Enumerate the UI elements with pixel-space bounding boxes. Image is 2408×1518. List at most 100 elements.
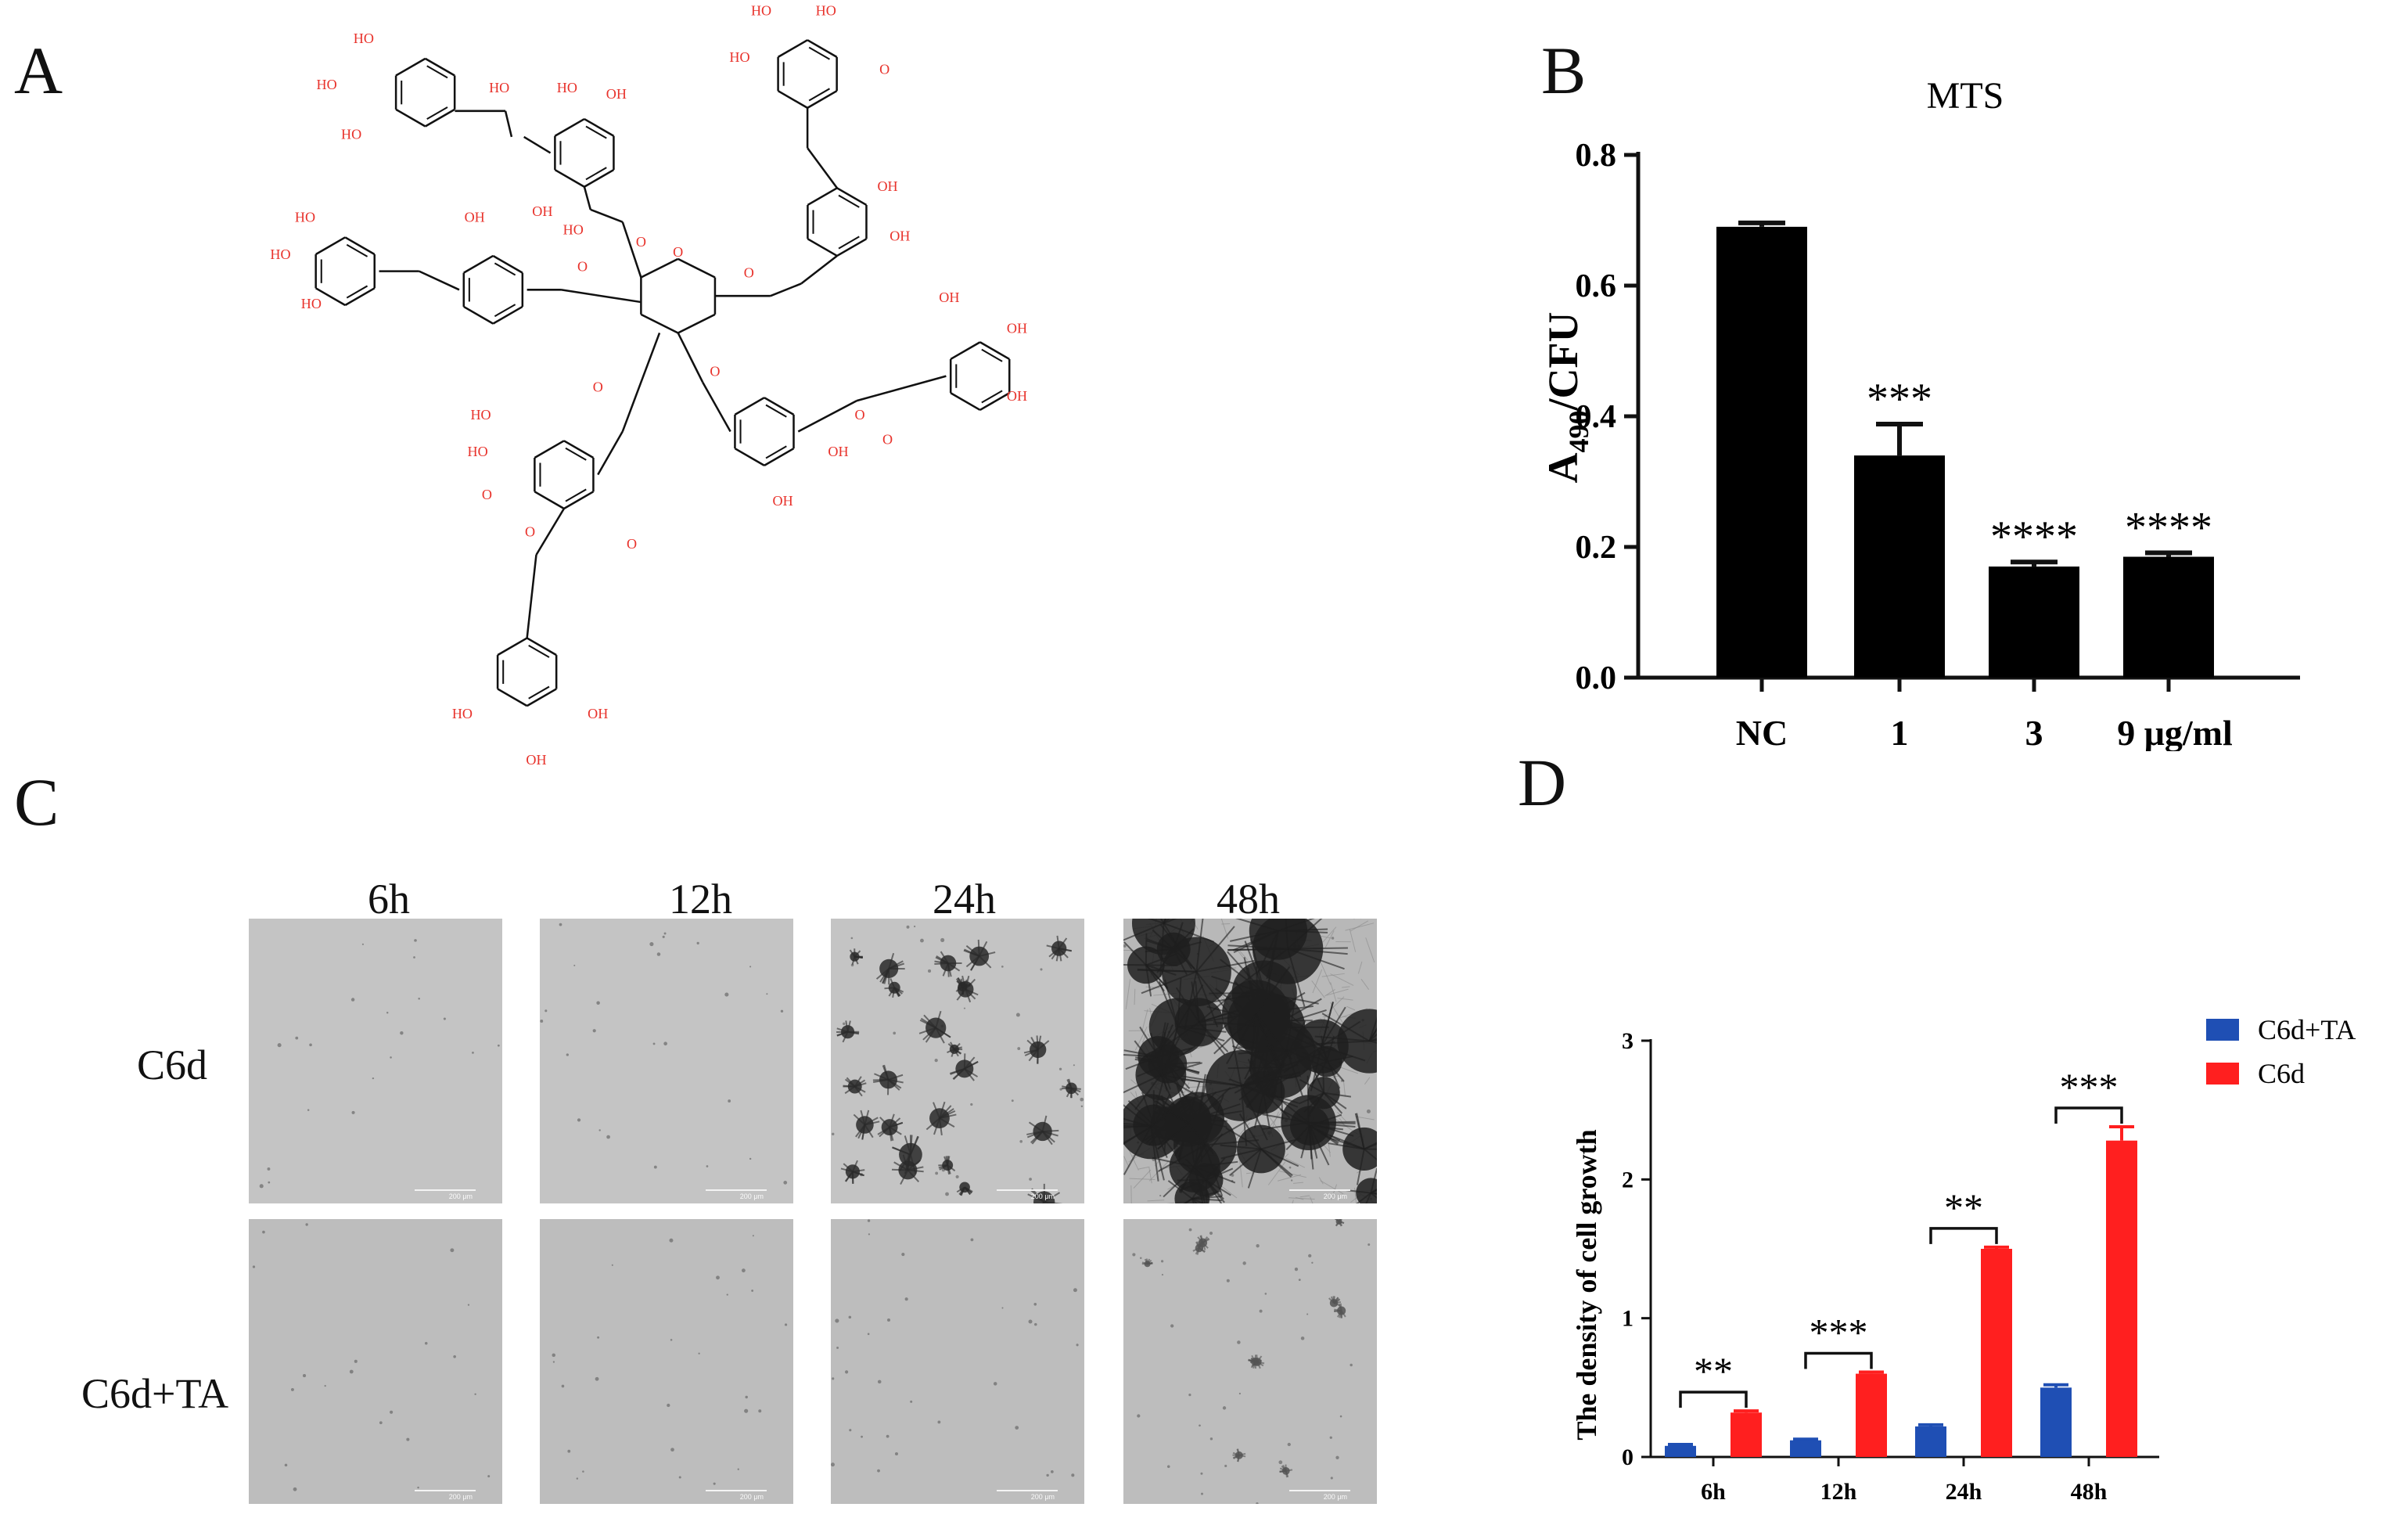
- bond: [678, 259, 715, 278]
- cell-speck: [1288, 1443, 1291, 1446]
- scale-bar: [1289, 1490, 1350, 1491]
- col-label-48h: 48h: [1217, 875, 1280, 923]
- chart-b-title: MTS: [1927, 75, 2004, 117]
- cell-speck: [598, 1129, 600, 1131]
- cell-speck: [1132, 1253, 1135, 1256]
- cell-speck: [303, 1374, 306, 1377]
- cell-speck: [935, 1059, 938, 1062]
- cell-speck: [1019, 1140, 1023, 1143]
- hyphae-line: [1293, 1182, 1303, 1183]
- scale-bar-label: 200 μm: [740, 1192, 764, 1200]
- hyphae-line: [1326, 989, 1348, 995]
- bond: [529, 687, 549, 699]
- hyphae-line: [1345, 923, 1374, 930]
- cell-speck: [945, 1192, 949, 1196]
- bond: [494, 304, 515, 316]
- bond: [505, 111, 512, 137]
- hyphae-line: [1138, 1167, 1149, 1169]
- cell-speck: [914, 926, 915, 927]
- cell-speck: [785, 1323, 787, 1326]
- colony-spike: [934, 963, 948, 964]
- bond: [494, 263, 515, 275]
- scale-bar: [997, 1189, 1058, 1191]
- cell-speck: [1331, 1477, 1333, 1479]
- chart-b-bar: [1716, 227, 1807, 678]
- atom-label: O: [744, 265, 754, 281]
- bond: [536, 509, 563, 555]
- chart-d-ytick-label: 0: [1622, 1444, 1633, 1470]
- cell-speck: [1040, 968, 1042, 970]
- colony-spike: [1255, 1354, 1256, 1362]
- cell-speck: [1368, 1243, 1370, 1246]
- chart-d-bar-c6d: [2106, 1141, 2137, 1457]
- bond: [524, 137, 551, 153]
- bond: [566, 489, 586, 501]
- cell-speck: [1170, 1324, 1173, 1327]
- cell-speck: [670, 1339, 673, 1341]
- hyphae-line: [1358, 962, 1362, 974]
- cell-speck: [1291, 1179, 1292, 1181]
- chart-d-significance: **: [1694, 1349, 1733, 1393]
- bond: [555, 170, 584, 187]
- cell-speck: [1029, 1319, 1033, 1323]
- atom-label: O: [882, 431, 893, 447]
- cell-speck: [1289, 1167, 1292, 1169]
- hyphae-line: [1300, 1196, 1310, 1197]
- cell-speck: [753, 1235, 754, 1236]
- cell-speck: [1001, 1307, 1003, 1308]
- micrograph-texture: [831, 919, 1084, 1203]
- chart-d-bar-c6d: [1731, 1412, 1762, 1457]
- cell-speck: [325, 1385, 326, 1387]
- cell-speck: [487, 1475, 490, 1477]
- cell-speck: [559, 923, 562, 926]
- cell-speck: [849, 1429, 851, 1431]
- chart-d-significance: ***: [2060, 1065, 2119, 1109]
- atom-label: HO: [563, 221, 584, 237]
- micrograph-c6d-48h: 200 μm: [1123, 919, 1377, 1203]
- cell-speck: [372, 1077, 374, 1079]
- cell-speck: [1311, 1262, 1313, 1264]
- cell-speck: [1335, 1456, 1339, 1459]
- micrograph-c6d-24h: 200 μm: [831, 919, 1084, 1203]
- cell-speck: [1350, 1364, 1352, 1366]
- cell-speck: [1167, 1466, 1170, 1469]
- ylabel-sub: 490: [1563, 410, 1594, 452]
- cell-speck: [970, 1103, 972, 1106]
- cell-speck: [845, 1370, 848, 1373]
- cell-speck: [783, 1181, 787, 1185]
- cell-speck: [868, 1219, 870, 1221]
- atom-label: O: [879, 62, 890, 77]
- atom-label: HO: [470, 407, 491, 423]
- bond: [586, 126, 606, 138]
- cell-speck: [307, 1109, 310, 1111]
- chart-d-bars: **********: [1665, 1065, 2137, 1457]
- cell-speck: [1071, 1473, 1074, 1477]
- atom-label: OH: [877, 178, 897, 194]
- atom-label: HO: [816, 3, 836, 19]
- cell-speck: [1161, 1260, 1163, 1262]
- cell-speck: [887, 1318, 890, 1322]
- cell-speck: [781, 1010, 783, 1013]
- cell-speck: [1001, 966, 1004, 968]
- chart-b-ytick-label: 0.6: [1576, 268, 1617, 304]
- chart-d-bar-c6d-ta: [1665, 1446, 1696, 1457]
- cell-speck: [262, 1231, 265, 1234]
- hyphae-line: [1320, 961, 1331, 985]
- cell-speck: [1076, 1344, 1079, 1346]
- bond: [555, 119, 584, 136]
- bond: [347, 245, 367, 257]
- bond: [982, 390, 1002, 402]
- cell-speck: [1189, 1228, 1192, 1232]
- cell-speck: [1260, 1310, 1263, 1313]
- bond: [735, 448, 764, 466]
- cell-speck: [1239, 1393, 1241, 1394]
- cell-speck: [582, 1470, 584, 1473]
- chart-d-xtick-label: 48h: [2071, 1479, 2108, 1505]
- cell-speck: [742, 1268, 746, 1272]
- cell-speck: [390, 1411, 393, 1414]
- cell-speck: [596, 1001, 600, 1005]
- bond: [735, 397, 764, 415]
- cell-speck: [1029, 1178, 1032, 1181]
